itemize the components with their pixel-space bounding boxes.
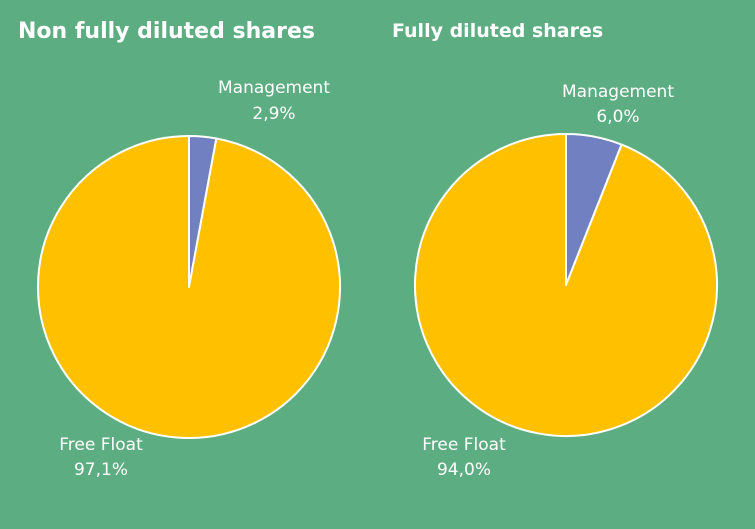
slice-label-management-value: 2,9% xyxy=(252,104,295,124)
chart-title-fully-diluted: Fully diluted shares xyxy=(392,20,604,42)
slice-label-freefloat-value: 94,0% xyxy=(437,460,491,480)
slice-label-management-name: Management xyxy=(562,82,674,102)
chart-title-non-diluted: Non fully diluted shares xyxy=(18,19,315,44)
labels-fully-diluted: Management 6,0% Free Float 94,0% xyxy=(422,82,674,480)
slice-label-management-name: Management xyxy=(218,78,330,98)
labels-non-diluted: Management 2,9% Free Float 97,1% xyxy=(59,78,330,480)
pie-fully-diluted xyxy=(414,133,718,437)
slice-label-freefloat-name: Free Float xyxy=(422,435,506,455)
slice-label-freefloat-value: 97,1% xyxy=(74,460,128,480)
pie-slice-free-float xyxy=(37,135,341,439)
slice-label-management-value: 6,0% xyxy=(596,107,639,127)
slice-label-freefloat-name: Free Float xyxy=(59,435,143,455)
pie-slice-free-float xyxy=(414,133,718,437)
pie-non-diluted xyxy=(37,135,341,439)
